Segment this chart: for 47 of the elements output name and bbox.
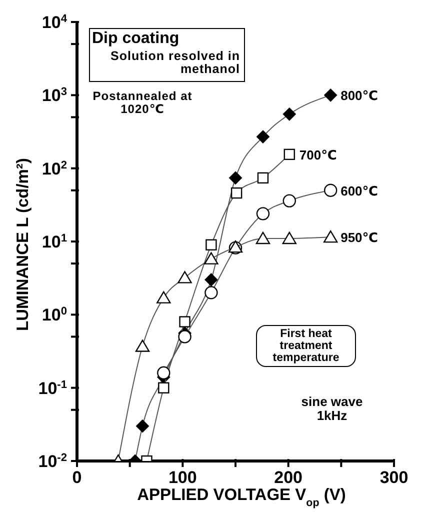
annotation: First heat treatment temperature	[256, 325, 356, 368]
point	[324, 184, 338, 197]
annotation: sine wave 1kHz	[300, 394, 364, 423]
point	[282, 232, 296, 244]
y-tick-label: 10$^{-1}$	[38, 378, 67, 398]
point	[282, 108, 296, 121]
point	[257, 172, 269, 184]
point	[256, 232, 270, 244]
point	[158, 382, 170, 394]
point	[204, 252, 218, 264]
y-axis-title: LUMINANCE L (cd/m²)	[14, 158, 32, 331]
point	[135, 340, 150, 352]
y-tick-label: 10$^{1}$	[42, 232, 67, 252]
point	[230, 187, 242, 199]
x-tick-label: 0	[72, 468, 82, 487]
x-tick-label: 300	[380, 468, 408, 487]
point	[179, 316, 190, 328]
point	[324, 230, 338, 243]
series-label: 600℃	[340, 183, 378, 198]
y-tick-label: 10$^{0}$	[42, 306, 67, 325]
point	[178, 330, 192, 344]
y-tick-label: 10$^{3}$	[42, 86, 67, 106]
x-tick-label: 200	[274, 468, 303, 487]
point	[204, 286, 218, 300]
point	[136, 420, 150, 433]
point	[204, 273, 218, 286]
series-label: 700℃	[299, 147, 337, 162]
point	[178, 271, 192, 284]
annotation: Solution resolved in methanol	[110, 49, 240, 76]
point	[156, 291, 171, 304]
point	[282, 194, 296, 208]
series-label: 950℃	[340, 230, 378, 246]
y-tick-label: 10$^{4}$	[42, 13, 68, 32]
point	[206, 239, 217, 250]
annotation: Dip coating	[92, 30, 180, 48]
annotation: Postannealed at 1020℃	[92, 89, 194, 116]
x-axis-title: APPLIED VOLTAGE V$_{op}$ (V)	[137, 486, 346, 509]
point	[256, 207, 270, 220]
point	[157, 366, 170, 380]
point	[284, 148, 295, 160]
y-tick-label: 10$^{-2}$	[38, 452, 67, 471]
series-label: 800℃	[340, 88, 378, 104]
x-tick-label: 100	[168, 468, 197, 487]
point	[229, 171, 242, 184]
point	[324, 88, 338, 102]
y-tick-label: 10$^{2}$	[42, 159, 67, 178]
point	[256, 130, 270, 144]
